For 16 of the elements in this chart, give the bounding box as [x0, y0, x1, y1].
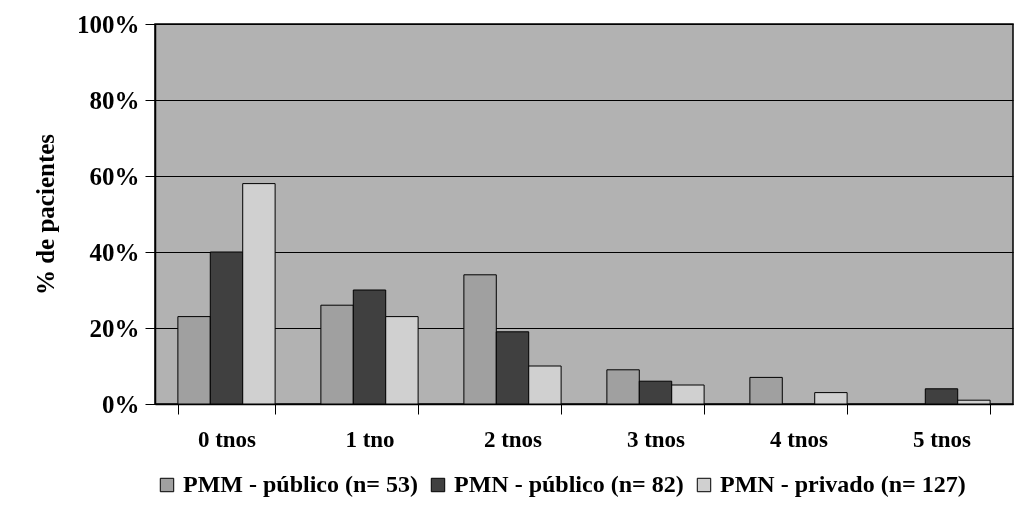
- y-tick-label: 40%: [89, 238, 140, 266]
- y-axis-title: % de pacientes: [32, 133, 59, 296]
- y-tick-label: 100%: [77, 10, 140, 38]
- y-tick-label: 60%: [89, 162, 140, 190]
- x-tick-label: 2 tnos: [483, 426, 543, 452]
- x-tick-label: 1 tno: [345, 426, 395, 452]
- y-tick-label: 0%: [102, 390, 140, 418]
- legend-label: PMN - público (n= 82): [454, 471, 684, 497]
- x-tick-label: 4 tnos: [769, 426, 829, 452]
- y-tick-label: 20%: [89, 314, 140, 342]
- x-tick-label: 3 tnos: [626, 426, 686, 452]
- x-tick-label: 5 tnos: [912, 426, 972, 452]
- x-tick-label: 0 tnos: [197, 426, 257, 452]
- y-tick-label: 80%: [89, 86, 140, 114]
- legend-label: PMM - público (n= 53): [183, 471, 418, 497]
- legend-label: PMN - privado (n= 127): [720, 471, 966, 497]
